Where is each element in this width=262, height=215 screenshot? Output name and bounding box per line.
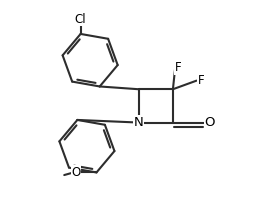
Text: O: O: [72, 166, 81, 179]
Text: F: F: [175, 61, 182, 74]
Text: Cl: Cl: [75, 13, 86, 26]
Text: F: F: [198, 74, 204, 87]
Text: N: N: [134, 116, 143, 129]
Text: O: O: [204, 116, 215, 129]
